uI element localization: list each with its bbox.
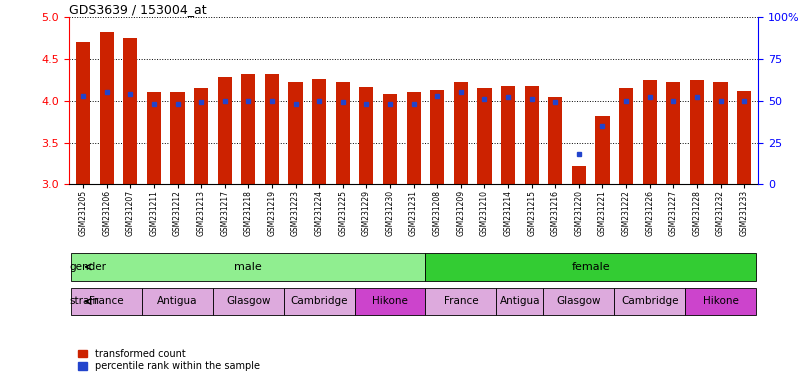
Bar [453, 83, 468, 184]
FancyBboxPatch shape [614, 288, 685, 315]
Text: Antigua: Antigua [157, 296, 198, 306]
Bar [242, 74, 255, 184]
Text: Glasgow: Glasgow [226, 296, 271, 306]
Text: France: France [89, 296, 124, 306]
Bar [336, 83, 350, 184]
Text: male: male [234, 262, 262, 272]
Bar [478, 88, 491, 184]
Text: Hikone: Hikone [702, 296, 739, 306]
FancyBboxPatch shape [354, 288, 426, 315]
Text: Antigua: Antigua [500, 296, 540, 306]
FancyBboxPatch shape [426, 253, 756, 281]
Bar [619, 88, 633, 184]
FancyBboxPatch shape [213, 288, 284, 315]
Bar [430, 90, 444, 184]
Text: Hikone: Hikone [372, 296, 408, 306]
Bar [76, 42, 90, 184]
FancyBboxPatch shape [71, 253, 426, 281]
FancyBboxPatch shape [543, 288, 614, 315]
Bar [100, 32, 114, 184]
Text: gender: gender [70, 262, 106, 272]
Text: France: France [444, 296, 478, 306]
Bar [595, 116, 610, 184]
Text: Glasgow: Glasgow [556, 296, 601, 306]
Text: female: female [572, 262, 610, 272]
FancyBboxPatch shape [71, 288, 142, 315]
Bar [383, 94, 397, 184]
Text: strain: strain [70, 296, 100, 306]
Bar [690, 80, 704, 184]
FancyBboxPatch shape [426, 288, 496, 315]
Bar [147, 93, 161, 184]
Bar [123, 38, 137, 184]
Bar [666, 83, 680, 184]
Bar [714, 83, 727, 184]
Bar [170, 93, 185, 184]
FancyBboxPatch shape [496, 288, 543, 315]
Text: Cambridge: Cambridge [621, 296, 679, 306]
Text: Cambridge: Cambridge [290, 296, 348, 306]
Legend: transformed count, percentile rank within the sample: transformed count, percentile rank withi… [74, 345, 264, 375]
FancyBboxPatch shape [142, 288, 213, 315]
Bar [501, 86, 515, 184]
Bar [642, 80, 657, 184]
Bar [265, 74, 279, 184]
Bar [289, 83, 303, 184]
Bar [548, 97, 562, 184]
FancyBboxPatch shape [685, 288, 756, 315]
Bar [359, 87, 374, 184]
Bar [572, 166, 586, 184]
Bar [312, 79, 326, 184]
FancyBboxPatch shape [284, 288, 354, 315]
Text: GDS3639 / 153004_at: GDS3639 / 153004_at [69, 3, 207, 16]
Bar [737, 91, 751, 184]
Bar [194, 88, 208, 184]
Bar [406, 93, 421, 184]
Bar [525, 86, 539, 184]
Bar [217, 78, 232, 184]
